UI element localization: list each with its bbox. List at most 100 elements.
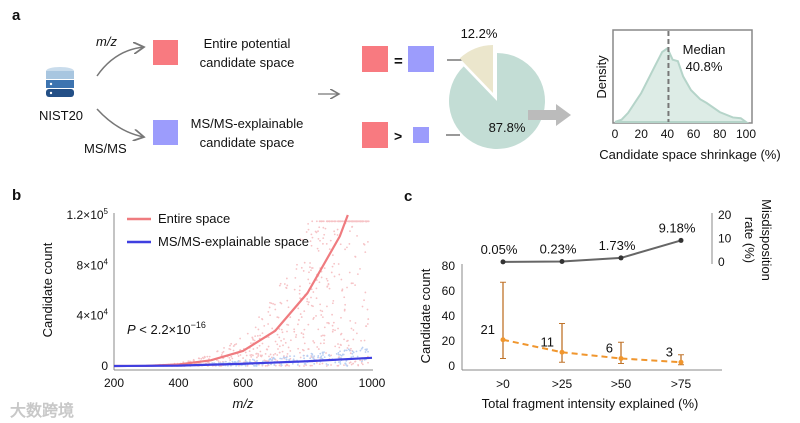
scatter-point [338, 346, 341, 349]
scatter-point [306, 300, 309, 303]
scatter-point [367, 240, 369, 243]
density-xtick-label: 60 [687, 127, 701, 141]
scatter-point [299, 238, 302, 241]
scatter-point [361, 360, 363, 363]
scatter-point [361, 346, 364, 349]
density-xtick-label: 0 [612, 127, 619, 141]
scatter-point [331, 254, 334, 257]
scatter-point [296, 263, 298, 266]
scatter-point [364, 291, 367, 294]
scatter-point [253, 339, 256, 342]
panel-label-b: b [12, 187, 21, 204]
scatter-point [367, 220, 370, 223]
scatter-point [299, 285, 301, 288]
scatter-point [257, 328, 260, 331]
scatter-point [276, 333, 279, 336]
scatter-point [363, 299, 365, 302]
scatter-point [356, 235, 358, 237]
scatter-point [328, 220, 331, 223]
scatter-point [307, 278, 310, 281]
scatter-point [289, 339, 292, 342]
scatter-point [303, 365, 305, 367]
misdisposition-label: 0.23% [540, 241, 577, 256]
fragment-chart: 0 20 40 60 80 0 10 20 >0 >25 >50 >75 21 11 6 3 0.05% 0.23… [442, 208, 732, 391]
scatter-point [286, 352, 289, 355]
candidate-count-point [618, 356, 624, 361]
scatter-point [293, 328, 296, 331]
scatter-point [366, 323, 369, 325]
x-tick-label: >25 [552, 377, 573, 391]
scatter-point [317, 249, 320, 252]
scatter-point [325, 365, 328, 367]
scatter-point [348, 271, 351, 274]
scatter-point [357, 220, 360, 223]
watermark: 大数跨境 [10, 401, 74, 420]
left-y-tick-label: 60 [442, 284, 456, 298]
scatter-point [293, 355, 296, 358]
scatter-point [311, 353, 314, 356]
x-tick-label: 600 [233, 376, 253, 390]
scatter-point [303, 342, 306, 345]
scatter-point [253, 359, 256, 362]
scatter-point [289, 355, 291, 358]
scatter-point [360, 362, 363, 364]
scatter-point [348, 220, 351, 223]
scatter-point [237, 355, 240, 357]
scatter-point [333, 233, 336, 236]
scatter-point [329, 239, 332, 242]
scatter-point [350, 356, 353, 359]
density-xtick-label: 20 [635, 127, 649, 141]
scatter-point [349, 230, 351, 232]
scatter-point [284, 356, 286, 359]
scatter-point [280, 364, 283, 367]
scatter-point [309, 266, 311, 269]
scatter-point [325, 363, 328, 365]
misdisposition-label: 0.05% [481, 242, 518, 257]
scatter-point [208, 355, 211, 358]
scatter-point [348, 349, 351, 352]
scatter-point [297, 323, 299, 326]
scatter-point [308, 282, 311, 285]
scatter-point [337, 343, 339, 345]
scatter-point [339, 333, 342, 336]
scatter-point [337, 220, 340, 223]
scatter-point [232, 345, 235, 347]
scatter-point [298, 289, 301, 292]
scatter-point [318, 226, 321, 229]
scatter-point [339, 350, 341, 353]
scatter-point [256, 334, 259, 337]
scatter-point [317, 348, 320, 350]
scatter-point [340, 278, 343, 281]
scatter-point [311, 220, 314, 223]
scatter-point [320, 314, 323, 316]
scatter-point [286, 330, 288, 333]
scatter-point [231, 360, 234, 363]
panel-label-c: c [404, 188, 412, 205]
scatter-point [309, 357, 312, 360]
scatter-point [289, 316, 292, 319]
scatter-point [326, 321, 329, 324]
scatter-point [255, 365, 258, 367]
scatter-point [242, 357, 244, 359]
scatter-point [363, 358, 366, 361]
scatter-point [270, 356, 273, 359]
greater-sign: > [394, 128, 402, 144]
scatter-point [246, 364, 249, 367]
big-arrow-icon [528, 104, 571, 126]
misdisposition-ylabel: rate (%) [742, 217, 757, 263]
scatter-point [278, 351, 281, 354]
scatter-point [267, 323, 270, 325]
scatter-point [266, 364, 269, 367]
scatter-point [310, 269, 312, 272]
scatter-point [328, 248, 331, 251]
scatter-point [261, 332, 264, 335]
scatter-point [272, 354, 275, 356]
scatter-point [325, 243, 328, 245]
scatter-point [333, 220, 336, 223]
scatter-point [354, 360, 356, 363]
scatter-point [331, 265, 334, 268]
misdisposition-ylabel: Misdisposition [759, 199, 774, 281]
misdisposition-point [678, 237, 684, 243]
scatter-point [296, 363, 299, 366]
scatter-point [344, 248, 346, 251]
